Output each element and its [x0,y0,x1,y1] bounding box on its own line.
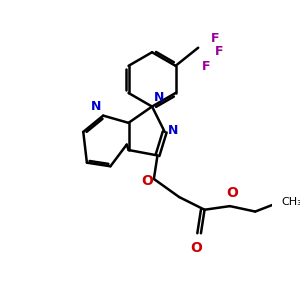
Text: CH₃: CH₃ [281,197,300,208]
Text: O: O [190,242,202,255]
Text: F: F [214,45,223,58]
Text: F: F [202,60,210,74]
Text: N: N [91,100,101,113]
Text: O: O [142,174,154,188]
Text: O: O [227,186,239,200]
Text: N: N [154,91,164,104]
Text: F: F [211,32,219,45]
Text: N: N [167,124,178,136]
